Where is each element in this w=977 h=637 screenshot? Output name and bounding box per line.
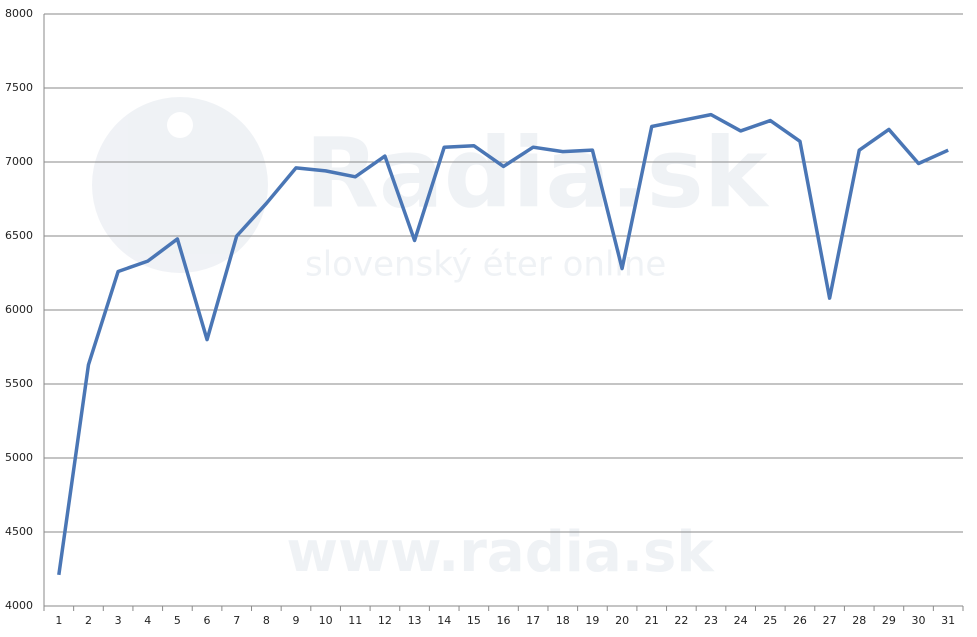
x-tick-label: 29 [882,614,896,627]
x-tick-label: 31 [941,614,955,627]
x-tick-label: 22 [674,614,688,627]
x-tick-label: 3 [115,614,122,627]
y-tick-label: 4000 [5,599,33,612]
y-tick-label: 4500 [5,525,33,538]
y-tick-label: 7500 [5,81,33,94]
watermark-logo-dot [167,112,193,138]
x-tick-label: 21 [645,614,659,627]
x-tick-label: 25 [763,614,777,627]
x-tick-label: 18 [556,614,570,627]
x-tick-label: 15 [467,614,481,627]
x-tick-label: 9 [292,614,299,627]
x-tick-label: 30 [912,614,926,627]
x-tick-label: 28 [852,614,866,627]
watermark: Radia.sk slovenský éter online www.radia… [92,97,770,585]
line [57,112,949,576]
x-tick-label: 1 [55,614,62,627]
x-tick-label: 6 [204,614,211,627]
x-tick-label: 20 [615,614,629,627]
x-tick-label: 2 [85,614,92,627]
x-tick-label: 13 [408,614,422,627]
watermark-logo [92,97,268,273]
y-tick-label: 7000 [5,155,33,168]
x-tick-label: 23 [704,614,718,627]
y-tick-label: 8000 [5,7,33,20]
y-tick-label: 6000 [5,303,33,316]
y-tick-label: 5000 [5,451,33,464]
x-tick-label: 10 [319,614,333,627]
x-tick-label: 17 [526,614,540,627]
y-tick-label: 6500 [5,229,33,242]
x-tick-label: 11 [348,614,362,627]
x-tick-label: 7 [233,614,240,627]
x-tick-label: 26 [793,614,807,627]
x-tick-label: 19 [585,614,599,627]
x-tick-label: 24 [734,614,748,627]
watermark-brand: Radia.sk [305,117,770,229]
x-tick-label: 27 [823,614,837,627]
x-tick-label: 8 [263,614,270,627]
y-tick-label: 5500 [5,377,33,390]
x-tick-label: 4 [144,614,151,627]
x-tick-label: 14 [437,614,451,627]
x-tick-label: 5 [174,614,181,627]
watermark-slogan: slovenský éter online [305,245,666,285]
watermark-url: www.radia.sk [286,520,715,585]
x-tick-label: 16 [497,614,511,627]
x-tick-label: 12 [378,614,392,627]
